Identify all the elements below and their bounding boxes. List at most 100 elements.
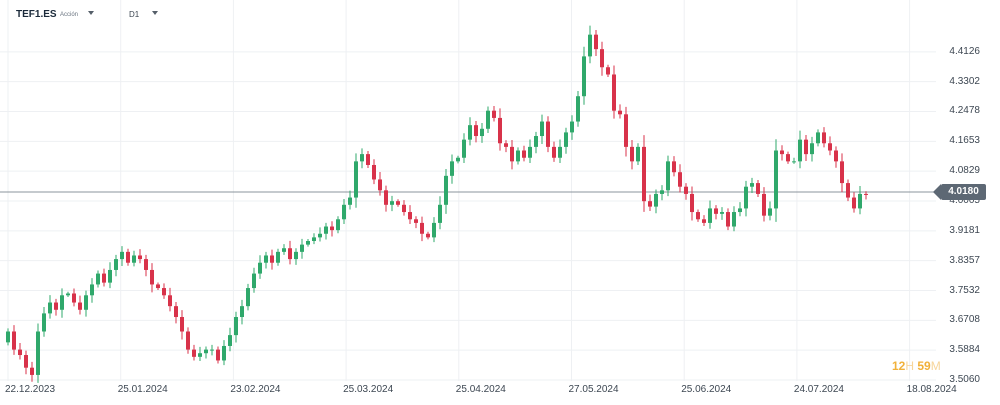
candle-down (594, 34, 598, 50)
candle-up (6, 331, 10, 343)
symbol-dropdown-caret-icon[interactable] (88, 11, 94, 15)
candle-up (360, 154, 364, 162)
x-tick-label: 25.03.2024 (343, 384, 394, 395)
x-tick-label: 23.02.2024 (230, 384, 281, 395)
candle-up (660, 190, 664, 194)
candle-down (672, 161, 676, 173)
candle-down (186, 331, 190, 350)
candle-down (690, 193, 694, 213)
candle-up (768, 208, 772, 216)
candle-up (666, 161, 670, 191)
candle-up (312, 237, 316, 241)
x-tick-label: 25.04.2024 (455, 384, 506, 395)
candle-down (144, 259, 148, 270)
candle-down (426, 233, 430, 238)
chart-grid (0, 0, 936, 381)
candle-down (822, 132, 826, 144)
candle-up (528, 146, 532, 158)
candle-up (120, 251, 124, 260)
candle-up (66, 293, 70, 296)
candle-down (270, 255, 274, 263)
candle-up (114, 259, 118, 270)
candle-down (366, 154, 370, 165)
candle-up (246, 288, 250, 307)
candle-down (846, 183, 850, 198)
symbol-label[interactable]: TEF1.ES (16, 9, 57, 20)
candle-down (330, 226, 334, 231)
timeframe-label[interactable]: D1 (129, 10, 140, 19)
candle-up (654, 193, 658, 207)
candle-up (576, 96, 580, 122)
candle-up (84, 295, 88, 310)
x-tick-label: 22.12.2023 (5, 384, 56, 395)
candle-up (42, 313, 46, 332)
candle-down (12, 331, 16, 350)
candle-up (798, 139, 802, 162)
candle-up (588, 34, 592, 57)
candle-down (378, 179, 382, 191)
countdown-hours-unit: H (905, 359, 915, 373)
candle-up (258, 262, 262, 274)
candle-down (684, 186, 688, 194)
candle-down (510, 146, 514, 162)
candle-down (552, 146, 556, 158)
candle-up (468, 125, 472, 140)
candle-up (318, 233, 322, 238)
candle-up (582, 56, 586, 97)
candle-down (420, 222, 424, 234)
candle-up (750, 183, 754, 187)
candle-up (264, 255, 268, 263)
candle-down (696, 212, 700, 220)
x-tick-label: 18.08.2024 (906, 384, 957, 395)
candle-down (612, 74, 616, 111)
y-tick-label: 4.1653 (949, 135, 980, 147)
candle-down (600, 49, 604, 68)
y-tick-label: 3.8357 (949, 254, 980, 266)
candle-down (372, 164, 376, 180)
candle-down (408, 212, 412, 220)
candle-up (90, 284, 94, 296)
candle-up (534, 136, 538, 147)
candle-up (516, 150, 520, 162)
y-tick-label: 3.5060 (949, 374, 980, 385)
candle-down (402, 204, 406, 213)
candle-down (72, 293, 76, 303)
candle-down (762, 193, 766, 216)
countdown-hours: 12 (892, 359, 906, 373)
candle-up (300, 244, 304, 252)
candle-up (720, 212, 724, 214)
candle-up (282, 248, 286, 252)
candle-down (630, 146, 634, 162)
candle-up (336, 219, 340, 231)
candle-down (168, 295, 172, 307)
x-tick-label: 25.06.2024 (681, 384, 732, 395)
candle-down (174, 306, 178, 318)
y-tick-label: 4.2478 (949, 105, 980, 117)
y-tick-label: 3.7532 (949, 284, 980, 296)
candle-down (624, 114, 628, 147)
candle-up (36, 331, 40, 375)
candle-up (774, 150, 778, 209)
x-tick-label: 24.07.2024 (793, 384, 844, 395)
candle-down (786, 154, 790, 162)
candle-down (504, 143, 508, 147)
candle-up (306, 240, 310, 245)
candle-down (828, 143, 832, 151)
candle-down (852, 197, 856, 209)
candle-down (180, 317, 184, 332)
candle-up (198, 353, 202, 357)
candle-up (558, 146, 562, 158)
timeframe-dropdown-caret-icon[interactable] (152, 11, 158, 15)
candle-down (126, 251, 130, 263)
candle-down (780, 150, 784, 155)
x-tick-label: 27.05.2024 (568, 384, 619, 395)
candle-up (240, 306, 244, 318)
candle-up (570, 121, 574, 133)
candle-up (564, 132, 568, 147)
candle-up (792, 161, 796, 163)
candle-down (156, 284, 160, 289)
countdown-minutes-unit: M (930, 359, 941, 373)
candle-up (858, 193, 862, 209)
candle-up (252, 273, 256, 289)
